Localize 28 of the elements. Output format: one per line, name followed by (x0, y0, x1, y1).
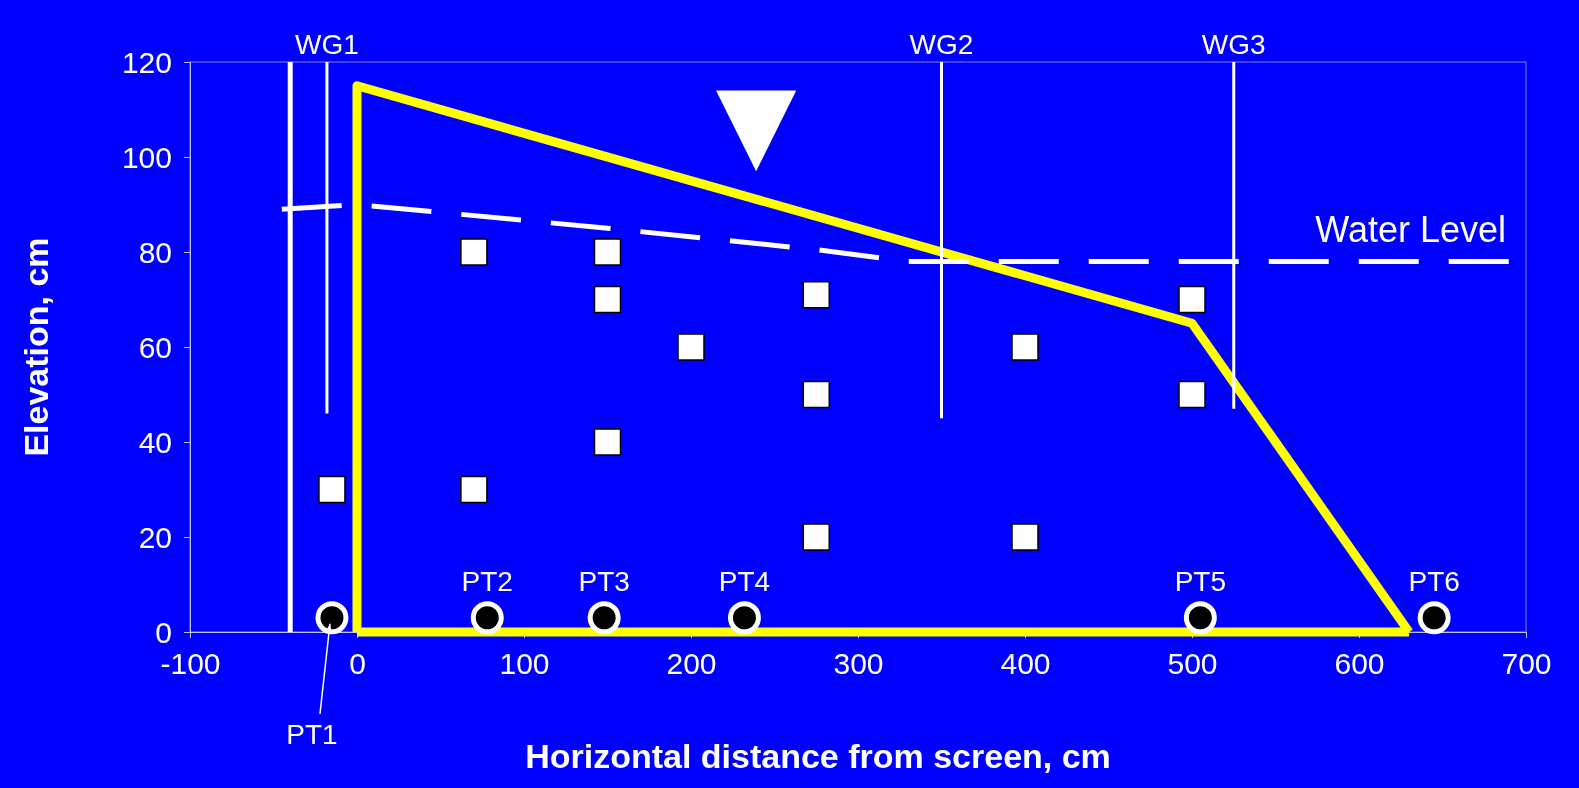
annotation: Water Level (1315, 209, 1506, 250)
y-tick-label: 80 (138, 236, 172, 269)
y-tick-label: 120 (121, 46, 172, 79)
annotation: PT5 (1174, 565, 1227, 597)
y-axis-title: Elevation, cm (17, 237, 55, 457)
y-tick-label: 100 (121, 141, 172, 174)
x-tick-label: 0 (349, 647, 366, 680)
y-tick-label: 0 (155, 616, 172, 649)
x-tick-label: 700 (1501, 647, 1552, 680)
y-tick-label: 40 (138, 426, 172, 459)
x-tick-label: 200 (666, 647, 717, 680)
x-tick-label: 500 (1167, 647, 1218, 680)
series-label: WG2 (909, 29, 974, 60)
y-tick-label: 60 (138, 331, 172, 364)
x-tick-label: 600 (1334, 647, 1385, 680)
annotation: PT2 (461, 565, 513, 597)
x-tick-label: -100 (160, 647, 221, 680)
x-tick-label: 400 (1000, 647, 1051, 680)
x-axis-title: Horizontal distance from screen, cm (525, 737, 1111, 775)
annotation: PT4 (718, 565, 771, 597)
series-label: WG1 (295, 29, 359, 60)
x-tick-label: 300 (833, 647, 884, 680)
annotation: PT1 (286, 719, 338, 750)
series-label: WG3 (1201, 29, 1266, 60)
annotation: PT3 (578, 565, 630, 597)
x-tick-label: 100 (499, 647, 550, 680)
annotation: PT6 (1408, 565, 1460, 597)
y-tick-label: 20 (138, 521, 172, 554)
